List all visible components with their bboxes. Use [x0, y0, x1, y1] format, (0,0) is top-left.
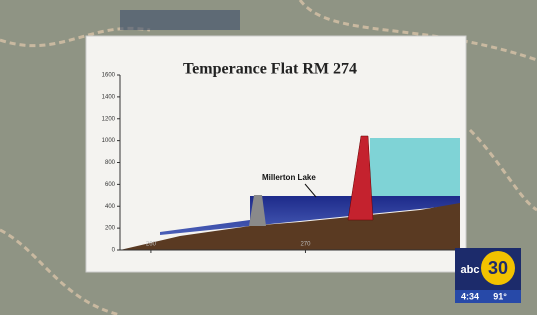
y-tick-label: 1000 — [102, 138, 116, 144]
map-water — [120, 10, 240, 30]
y-tick-label: 1400 — [102, 94, 116, 100]
y-tick-label: 600 — [105, 182, 116, 188]
channel-number: 30 — [488, 258, 508, 278]
y-tick-label: 1200 — [102, 116, 116, 122]
x-tick-label: 260 — [146, 242, 157, 248]
y-tick-label: 200 — [105, 226, 116, 232]
x-tick-label: 270 — [300, 242, 311, 248]
video-frame: Temperance Flat RM 274 Millerton Lake 02… — [0, 0, 537, 315]
y-tick-label: 800 — [105, 160, 116, 166]
y-tick-label: 400 — [105, 204, 116, 210]
time: 4:34 — [461, 291, 479, 301]
annotation: Millerton Lake — [262, 173, 316, 182]
network-name: abc — [461, 264, 480, 276]
reservoir-water — [370, 138, 460, 196]
temperature: 91° — [493, 291, 507, 301]
y-tick-label: 1600 — [102, 73, 116, 79]
poster-title: Temperance Flat RM 274 — [183, 61, 357, 78]
